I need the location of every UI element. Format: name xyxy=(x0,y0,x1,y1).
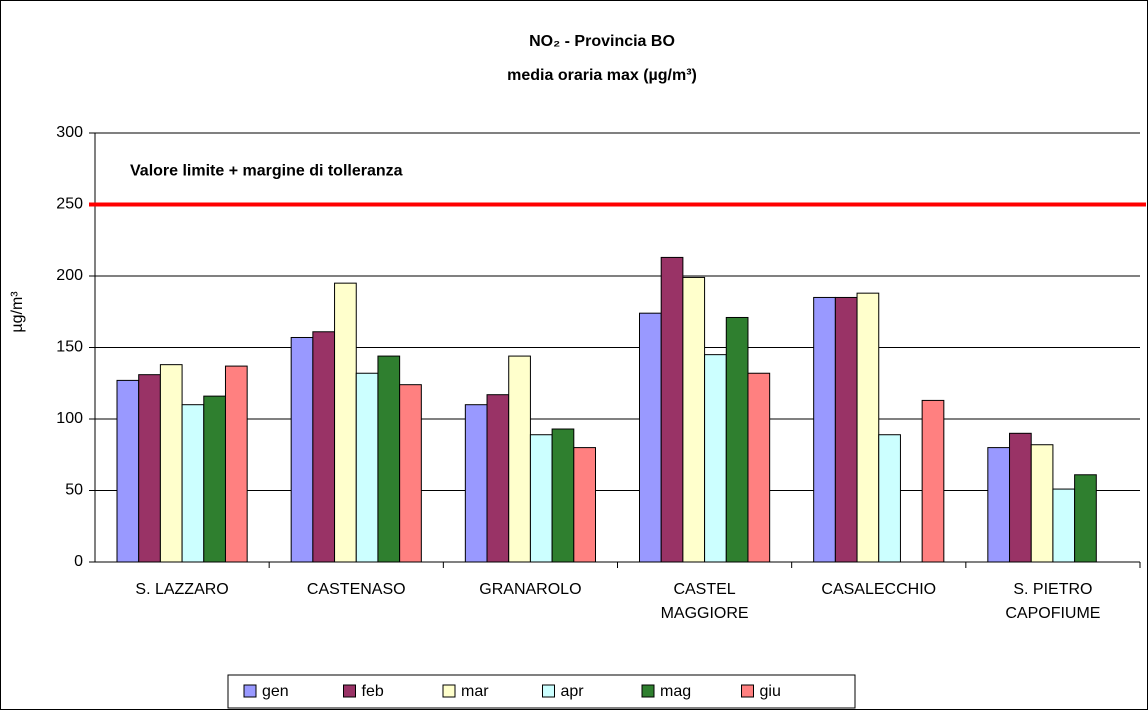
legend-label: feb xyxy=(362,683,384,700)
x-tick-label: CAPOFIUME xyxy=(1005,605,1100,622)
bar xyxy=(660,256,684,563)
bar xyxy=(312,331,336,563)
legend-swatch xyxy=(542,684,555,698)
x-tick-label: S. LAZZARO xyxy=(135,581,228,598)
x-tick-label: CASTENASO xyxy=(307,581,406,598)
bar xyxy=(921,399,945,563)
y-tick-label: 300 xyxy=(56,124,83,141)
y-tick-label: 250 xyxy=(56,196,83,213)
bar xyxy=(856,292,880,563)
bar xyxy=(116,379,140,563)
bar xyxy=(334,282,357,563)
x-tick-label: MAGGIORE xyxy=(661,605,749,622)
legend-swatch xyxy=(343,684,356,698)
bar xyxy=(1009,432,1032,563)
bar xyxy=(355,372,379,563)
bar xyxy=(834,296,858,563)
y-tick-label: 50 xyxy=(65,482,83,499)
bar xyxy=(138,374,161,563)
bar xyxy=(508,355,531,563)
bar xyxy=(813,296,836,563)
bar xyxy=(639,312,662,563)
y-tick-label: 150 xyxy=(56,339,83,356)
bar xyxy=(399,384,422,563)
bar xyxy=(551,428,575,563)
bar xyxy=(987,447,1011,563)
legend-label: apr xyxy=(561,683,585,700)
y-tick-label: 0 xyxy=(74,553,83,570)
x-tick-label: GRANAROLO xyxy=(479,581,581,598)
y-tick-label: 100 xyxy=(56,410,83,427)
legend-label: mar xyxy=(461,683,489,700)
bar xyxy=(725,316,749,563)
bar xyxy=(1074,474,1097,563)
bar xyxy=(224,365,248,563)
bar xyxy=(682,276,706,563)
legend-label: mag xyxy=(660,683,691,700)
x-tick-label: CASTEL xyxy=(673,581,735,598)
y-tick-label: 200 xyxy=(56,267,83,284)
bar xyxy=(878,434,901,563)
legend-swatch xyxy=(442,684,456,698)
chart-title: NO₂ - Provincia BO xyxy=(529,33,675,50)
x-tick-label: S. PIETRO xyxy=(1013,581,1092,598)
bar xyxy=(1052,488,1076,563)
y-axis-label: µg/m³ xyxy=(9,291,26,333)
bar xyxy=(464,404,488,563)
legend-label: gen xyxy=(262,683,289,700)
legend-swatch xyxy=(243,684,257,698)
bar xyxy=(573,447,596,563)
bar xyxy=(704,354,727,563)
bar xyxy=(377,355,401,563)
x-tick-label: CASALECCHIO xyxy=(821,581,936,598)
bar xyxy=(181,404,205,563)
bar xyxy=(486,394,510,563)
bar xyxy=(529,434,553,563)
bar xyxy=(747,372,771,563)
legend-swatch xyxy=(641,684,655,698)
bar xyxy=(1030,444,1054,563)
legend-label: giu xyxy=(760,683,781,700)
bar xyxy=(290,336,314,563)
bar xyxy=(159,364,183,563)
reference-label: Valore limite + margine di tolleranza xyxy=(130,163,403,180)
chart-subtitle: media oraria max (µg/m³) xyxy=(507,67,697,84)
bar xyxy=(203,395,226,563)
legend-swatch xyxy=(741,684,754,698)
